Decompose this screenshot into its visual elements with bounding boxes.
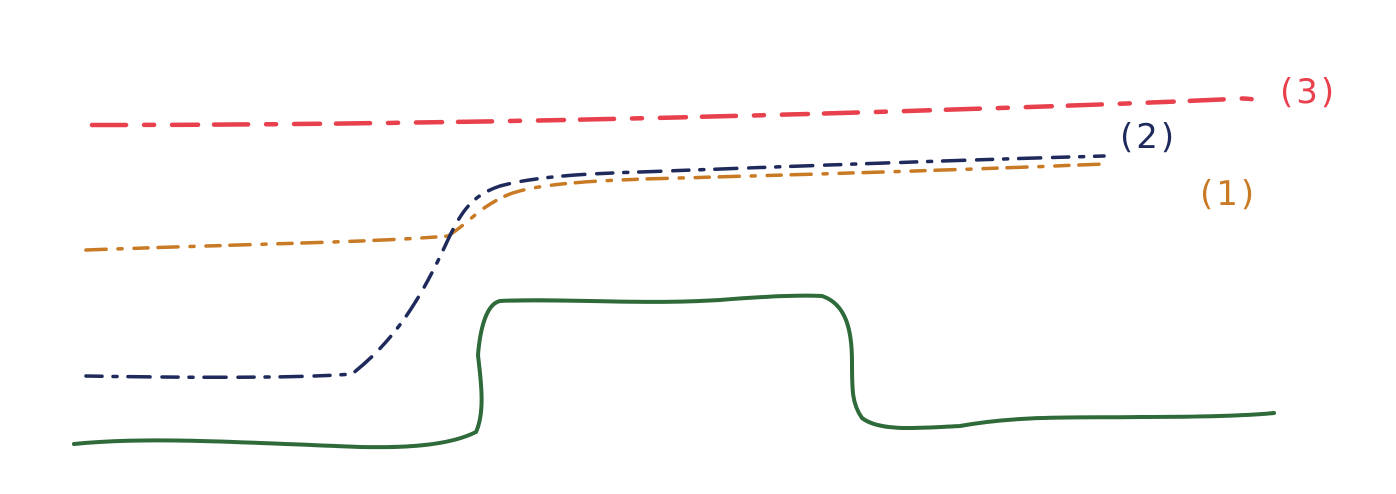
curve-3-line [89,96,1265,128]
step-signal-line [72,293,1276,450]
curve-2-label: (2) [1120,117,1177,157]
curve-3-label: (3) [1280,72,1337,112]
curve-1-line [84,162,1106,252]
curve-1-label: (1) [1200,174,1257,214]
curve-2-line [84,154,1106,380]
